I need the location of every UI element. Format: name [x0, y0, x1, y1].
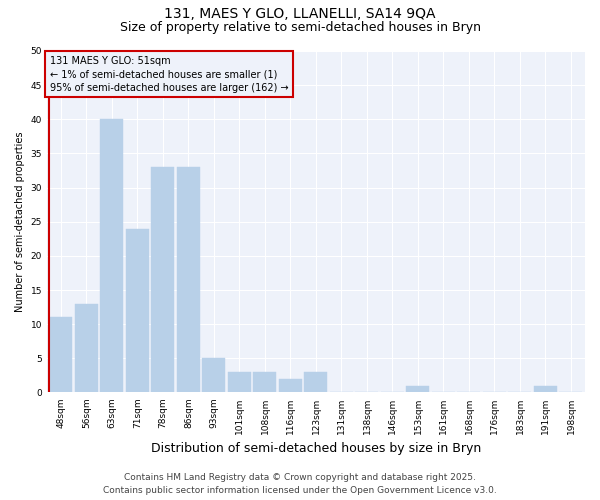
- Bar: [406, 386, 430, 392]
- Text: Size of property relative to semi-detached houses in Bryn: Size of property relative to semi-detach…: [119, 21, 481, 34]
- Bar: [253, 372, 277, 392]
- Bar: [126, 228, 149, 392]
- X-axis label: Distribution of semi-detached houses by size in Bryn: Distribution of semi-detached houses by …: [151, 442, 481, 455]
- Bar: [304, 372, 328, 392]
- Text: Contains HM Land Registry data © Crown copyright and database right 2025.
Contai: Contains HM Land Registry data © Crown c…: [103, 474, 497, 495]
- Bar: [279, 379, 302, 392]
- Text: 131, MAES Y GLO, LLANELLI, SA14 9QA: 131, MAES Y GLO, LLANELLI, SA14 9QA: [164, 8, 436, 22]
- Bar: [100, 120, 124, 392]
- Bar: [49, 318, 73, 392]
- Bar: [75, 304, 98, 392]
- Bar: [534, 386, 557, 392]
- Y-axis label: Number of semi-detached properties: Number of semi-detached properties: [15, 132, 25, 312]
- Bar: [202, 358, 226, 392]
- Bar: [151, 167, 175, 392]
- Text: 131 MAES Y GLO: 51sqm
← 1% of semi-detached houses are smaller (1)
95% of semi-d: 131 MAES Y GLO: 51sqm ← 1% of semi-detac…: [50, 56, 288, 92]
- Bar: [177, 167, 200, 392]
- Bar: [228, 372, 251, 392]
